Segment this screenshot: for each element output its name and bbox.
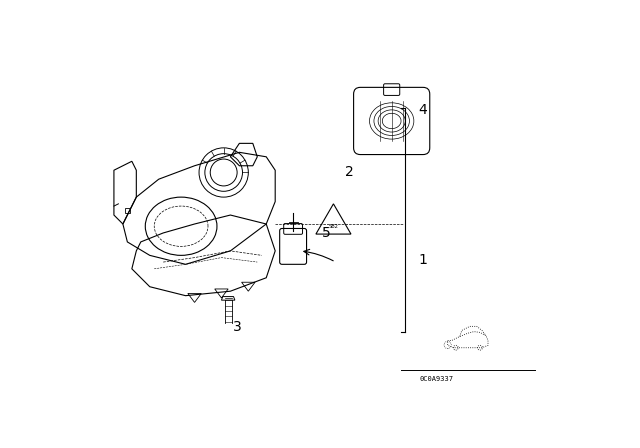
Text: 1: 1 [419,253,428,267]
Text: 5: 5 [323,226,331,240]
Text: 0C0A9337: 0C0A9337 [419,376,454,382]
Text: 3: 3 [233,320,241,334]
Text: 2: 2 [345,165,353,180]
Text: 4: 4 [419,103,428,117]
Text: SB2: SB2 [328,224,339,229]
